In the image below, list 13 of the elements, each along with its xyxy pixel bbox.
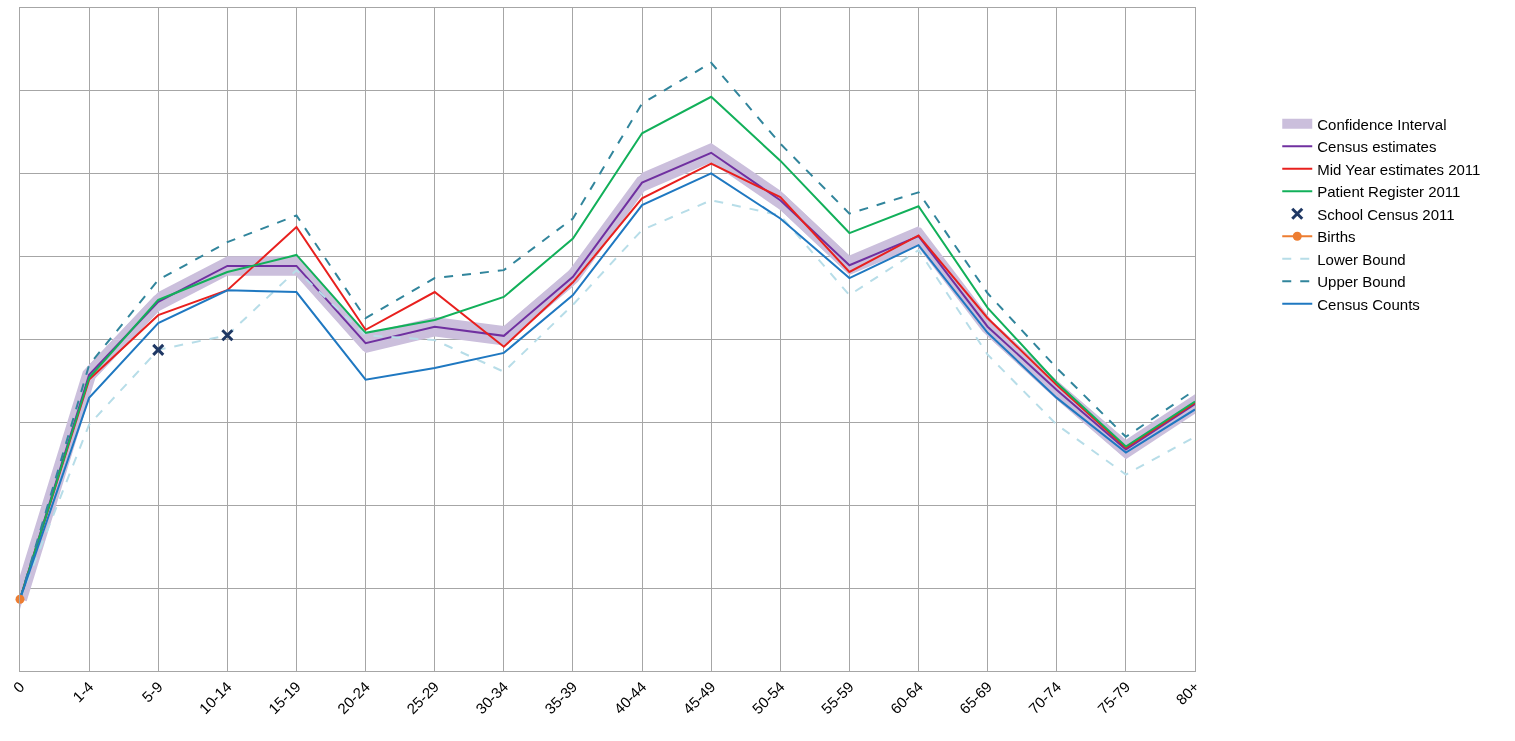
- x-tick-label: 1-4: [69, 677, 97, 706]
- legend-label: Births: [1317, 228, 1356, 246]
- x-tick-label: 0: [9, 677, 28, 696]
- legend-label: Mid Year estimates 2011: [1317, 160, 1481, 178]
- legend-label: Patient Register 2011: [1317, 183, 1461, 201]
- legend-label: Confidence Interval: [1317, 115, 1447, 133]
- legend-label: Census Counts: [1317, 295, 1420, 313]
- x-tick-label: 80+: [1172, 677, 1203, 708]
- legend-label: Lower Bound: [1317, 250, 1406, 268]
- legend-label: School Census 2011: [1317, 205, 1455, 223]
- x-tick-label: 5-9: [138, 677, 166, 706]
- legend-label: Upper Bound: [1317, 273, 1406, 291]
- legend-label: Census estimates: [1317, 138, 1437, 156]
